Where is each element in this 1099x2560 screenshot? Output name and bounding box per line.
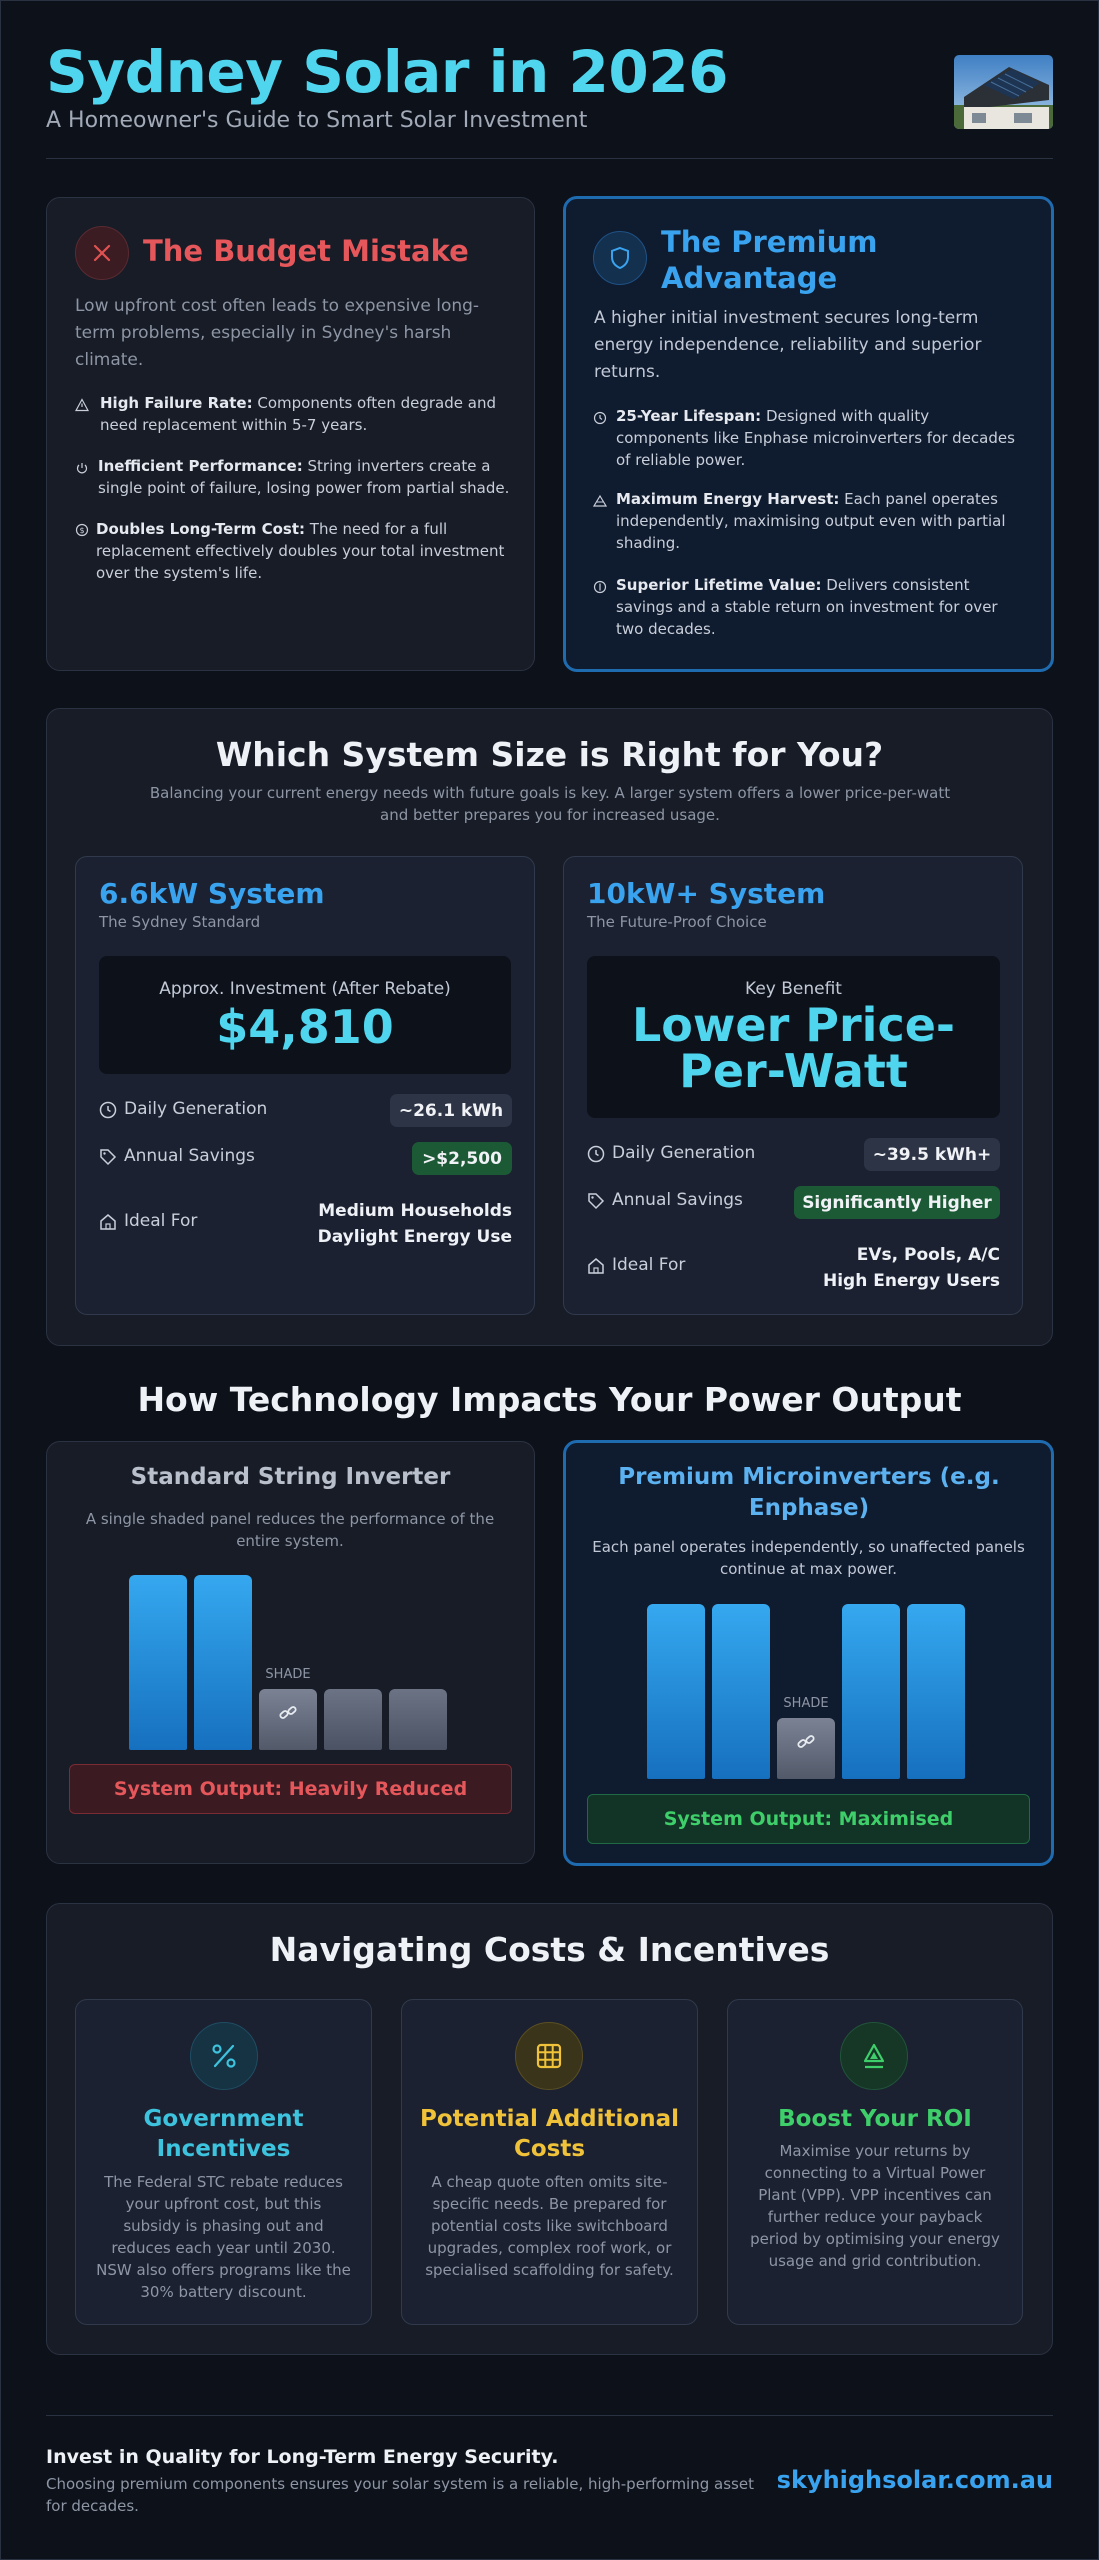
- value-icon: [593, 580, 607, 594]
- footer-text: Choosing premium components ensures your…: [46, 2475, 754, 2515]
- budget-intro: Low upfront cost often leads to expensiv…: [75, 296, 480, 370]
- shaded-panel-bar: [259, 1689, 317, 1750]
- home-icon: [588, 1258, 604, 1274]
- shaded-panel-bar: [777, 1718, 835, 1779]
- budget-mistake-card: [46, 197, 535, 671]
- tag-icon: [100, 1149, 117, 1166]
- annual-savings-value: >$2,500: [412, 1142, 512, 1175]
- budget-point: Inefficient Performance: String inverter…: [98, 457, 510, 497]
- svg-text:$: $: [79, 526, 84, 535]
- system-tag: The Future-Proof Choice: [587, 913, 767, 931]
- recycle-icon: [840, 2022, 908, 2090]
- cost-card-text: A cheap quote often omits site-specific …: [425, 2173, 674, 2279]
- page-title: Sydney Solar in 2026: [46, 38, 728, 106]
- daily-generation-label: Daily Generation: [124, 1099, 268, 1119]
- clock-icon: [99, 1101, 117, 1119]
- system-tag: The Sydney Standard: [99, 913, 261, 931]
- investment-box: [99, 956, 511, 1074]
- house-solar-photo: [954, 55, 1053, 129]
- panel-bar: [907, 1604, 965, 1779]
- money-icon: $: [75, 523, 89, 537]
- broken-link-icon: [278, 1703, 298, 1727]
- premium-point: Superior Lifetime Value: Delivers consis…: [616, 576, 998, 638]
- string-title: Standard String Inverter: [130, 1464, 451, 1490]
- investment-label: Approx. Investment (After Rebate): [159, 979, 451, 999]
- micro-title: Premium Microinverters (e.g. Enphase): [618, 1464, 1000, 1521]
- page-subtitle: A Homeowner's Guide to Smart Solar Inves…: [46, 108, 588, 133]
- broken-link-icon: [796, 1732, 816, 1756]
- investment-value: $4,810: [216, 1000, 394, 1054]
- annual-savings-label: Annual Savings: [124, 1146, 255, 1166]
- micro-output-status: System Output: Maximised: [587, 1794, 1030, 1844]
- system-card-6-6kw: [75, 856, 535, 1315]
- annual-savings-value: Significantly Higher: [794, 1186, 1000, 1219]
- ideal-for-value: EVs, Pools, A/C High Energy Users: [823, 1245, 1000, 1291]
- string-output-status: System Output: Heavily Reduced: [69, 1764, 512, 1814]
- tech-title: How Technology Impacts Your Power Output: [137, 1380, 962, 1419]
- ideal-for-label: Ideal For: [612, 1255, 686, 1275]
- premium-intro: A higher initial investment secures long…: [594, 308, 982, 382]
- shade-label: SHADE: [783, 1696, 829, 1711]
- daily-generation-label: Daily Generation: [612, 1143, 756, 1163]
- ideal-for-value: Medium Households Daylight Energy Use: [317, 1201, 512, 1247]
- micro-desc: Each panel operates independently, so un…: [592, 1538, 1025, 1578]
- daily-generation-value: ~39.5 kWh+: [864, 1138, 1000, 1171]
- panel-bar: [647, 1604, 705, 1779]
- power-icon: [76, 463, 88, 474]
- home-icon: [100, 1214, 116, 1230]
- cost-card-title: Government Incentives: [143, 2106, 304, 2162]
- key-benefit-box: [587, 956, 1000, 1118]
- key-benefit-value: Lower Price- Per-Watt: [631, 998, 956, 1098]
- footer-headline: Invest in Quality for Long-Term Energy S…: [46, 2446, 559, 2468]
- panel-bar: [842, 1604, 900, 1779]
- footer-divider: [46, 2415, 1053, 2416]
- string-desc: A single shaded panel reduces the perfor…: [85, 1510, 495, 1550]
- website-link[interactable]: skyhighsolar.com.au: [776, 2466, 1053, 2494]
- panel-bar: [194, 1575, 252, 1750]
- sizing-title: Which System Size is Right for You?: [215, 735, 884, 774]
- ideal-for-label: Ideal For: [124, 1211, 198, 1231]
- key-benefit-label: Key Benefit: [745, 979, 842, 999]
- cost-card-title: Boost Your ROI: [778, 2106, 972, 2132]
- panel-bar: [712, 1604, 770, 1779]
- x-icon: [75, 226, 129, 280]
- premium-advantage-card: [563, 196, 1054, 672]
- warning-icon: [75, 398, 89, 412]
- shield-icon: [593, 231, 647, 285]
- cost-card-text: The Federal STC rebate reduces your upfro…: [96, 2173, 351, 2301]
- premium-point: Maximum Energy Harvest: Each panel opera…: [616, 490, 1006, 552]
- tag-icon: [588, 1193, 605, 1210]
- system-name: 6.6kW System: [99, 877, 325, 910]
- solar-panel-icon: [593, 494, 607, 507]
- cost-card-text: Maximise your returns by connecting to a …: [750, 2142, 1000, 2270]
- premium-point: 25-Year Lifespan: Designed with quality …: [616, 407, 1015, 469]
- grid-icon: [515, 2022, 583, 2090]
- budget-point: Doubles Long-Term Cost: The need for a f…: [96, 520, 505, 582]
- clock-icon: [587, 1145, 605, 1163]
- percent-icon: [190, 2022, 258, 2090]
- budget-point: High Failure Rate: Components often degr…: [100, 394, 496, 434]
- clock-icon: [593, 411, 607, 425]
- header-divider: [46, 158, 1053, 159]
- panel-bar: [324, 1689, 382, 1750]
- costs-title: Navigating Costs & Incentives: [269, 1930, 830, 1969]
- panel-bar: [389, 1689, 447, 1750]
- sizing-subtitle: Balancing your current energy needs with…: [149, 784, 951, 824]
- daily-generation-value: ~26.1 kWh: [390, 1094, 512, 1127]
- budget-title: The Budget Mistake: [143, 234, 469, 268]
- panel-bar: [129, 1575, 187, 1750]
- cost-card-title: Potential Additional Costs: [420, 2106, 679, 2162]
- premium-title: The Premium Advantage: [661, 225, 878, 295]
- shade-label: SHADE: [265, 1667, 311, 1682]
- system-name: 10kW+ System: [587, 877, 826, 910]
- annual-savings-label: Annual Savings: [612, 1190, 743, 1210]
